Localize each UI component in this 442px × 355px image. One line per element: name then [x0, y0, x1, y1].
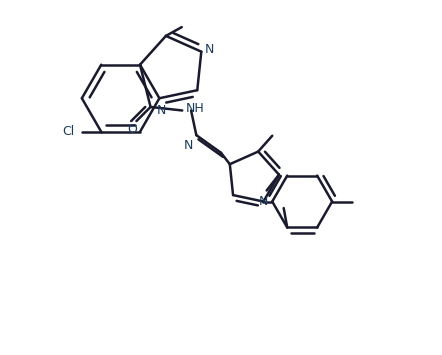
Text: O: O — [127, 123, 137, 136]
Text: N: N — [204, 43, 214, 56]
Text: N: N — [183, 139, 193, 152]
Text: N: N — [259, 195, 268, 208]
Text: NH: NH — [186, 102, 205, 115]
Text: Cl: Cl — [63, 125, 75, 138]
Text: N: N — [156, 104, 166, 116]
